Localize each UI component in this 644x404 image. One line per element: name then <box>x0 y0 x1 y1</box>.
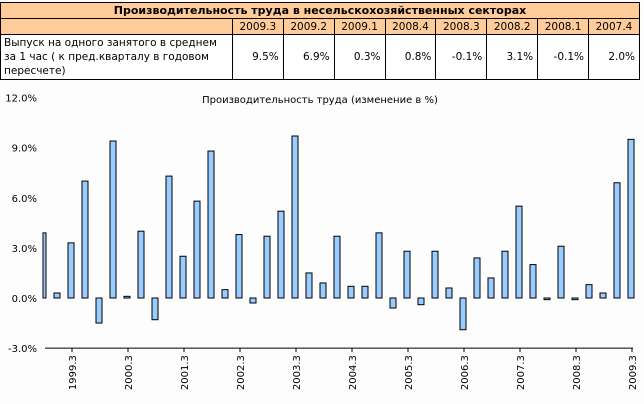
bar-2002.2 <box>221 289 229 299</box>
x-tick-label: 2008.3 <box>572 355 583 390</box>
y-tick-label: 9.0% <box>12 144 37 155</box>
value-cell: 2.0% <box>588 34 640 80</box>
bar-2005.1 <box>375 232 383 299</box>
bar-2008.4 <box>585 284 593 299</box>
x-tick-label: 2001.3 <box>180 355 191 390</box>
x-tick-label: 2004.3 <box>348 355 359 390</box>
bar-2000.2 <box>109 140 117 299</box>
y-axis-labels: -3.0% 0.0% 3.0% 6.0% 9.0% 12.0% <box>5 94 37 356</box>
bar-2004.3 <box>347 285 355 299</box>
bar-2007.2 <box>501 250 509 299</box>
bar-1999.1 <box>42 232 47 299</box>
value-cell: 0.3% <box>333 34 386 80</box>
bar-2009.3 <box>627 138 635 299</box>
bar-2007.4 <box>529 264 537 299</box>
bar-2000.1 <box>95 297 103 324</box>
bar-2006.2 <box>445 287 453 299</box>
value-cell: 9.5% <box>231 34 284 80</box>
period-header: 2009.1 <box>333 18 386 35</box>
y-tick-label: 0.0% <box>12 294 37 305</box>
bar-2000.3 <box>123 295 131 299</box>
bar-2009.1 <box>599 292 607 299</box>
y-tick-label: -3.0% <box>8 344 37 355</box>
bar-2003.4 <box>305 272 313 299</box>
period-header: 2008.1 <box>537 18 590 35</box>
value-cell: 6.9% <box>282 34 335 80</box>
header-blank-cell <box>0 18 233 35</box>
x-tick-label: 2006.3 <box>460 355 471 390</box>
productivity-bar-chart: Производительность труда (изменение в %)… <box>5 94 639 391</box>
period-header: 2009.2 <box>282 18 335 35</box>
bar-2008.3 <box>571 297 579 301</box>
bar-2008.1 <box>543 297 551 301</box>
bar-2003.1 <box>263 235 271 299</box>
value-cell: 3.1% <box>486 34 539 80</box>
y-tick-label: 3.0% <box>12 244 37 255</box>
x-tick-label: 2000.3 <box>124 355 135 390</box>
bar-2009.2 <box>613 182 621 299</box>
row-label: Выпуск на одного занятого в среднем за 1… <box>0 34 233 80</box>
bar-2006.3 <box>459 297 467 331</box>
table-title: Производительность труда в несельскохозя… <box>0 2 640 19</box>
bar-2007.1 <box>487 277 495 299</box>
x-axis-ticks: 1999.3 2000.3 2001.3 2002.3 2003.3 2004.3 2005… <box>68 348 639 390</box>
bar-2008.2 <box>557 245 565 299</box>
chart-title: Производительность труда (изменение в %) <box>202 95 438 106</box>
period-header: 2008.4 <box>384 18 437 35</box>
x-tick-label: 2003.3 <box>292 355 303 390</box>
bar-2001.4 <box>193 200 201 299</box>
bar-2005.2 <box>389 297 397 309</box>
bar-2007.3 <box>515 205 523 299</box>
bar-2004.1 <box>319 282 327 299</box>
bar-2002.4 <box>249 297 257 304</box>
bar-2003.2 <box>277 210 285 299</box>
bar-2004.2 <box>333 235 341 299</box>
productivity-table: Производительность труда в несельскохозя… <box>0 2 640 80</box>
bar-2005.3 <box>403 250 411 299</box>
bars <box>42 135 635 331</box>
bar-2004.4 <box>361 285 369 299</box>
value-cell: -0.1% <box>537 34 590 80</box>
y-tick-label: 6.0% <box>12 194 37 205</box>
x-tick-label: 2007.3 <box>516 355 527 390</box>
x-tick-label: 2002.3 <box>236 355 247 390</box>
period-header-row: 2009.3 2009.2 2009.1 2008.4 2008.3 2008.… <box>0 18 640 35</box>
x-tick-label: 1999.3 <box>68 355 79 390</box>
bar-1999.2 <box>53 292 61 299</box>
period-header: 2007.4 <box>588 18 640 35</box>
bar-1999.3 <box>67 242 75 299</box>
value-cell: 0.8% <box>384 34 437 80</box>
bar-2003.3 <box>291 135 299 299</box>
bar-2001.3 <box>179 255 187 299</box>
x-tick-label: 2009.3 <box>628 355 639 390</box>
bar-2006.1 <box>431 250 439 299</box>
bar-2001.1 <box>151 297 159 321</box>
bar-2002.1 <box>207 150 215 299</box>
period-header: 2008.3 <box>435 18 488 35</box>
x-tick-label: 2005.3 <box>404 355 415 390</box>
bar-1999.4 <box>81 180 89 299</box>
bar-2006.4 <box>473 257 481 299</box>
bar-2005.4 <box>417 297 425 306</box>
table-row: Выпуск на одного занятого в среднем за 1… <box>0 34 640 80</box>
value-cell: -0.1% <box>435 34 488 80</box>
period-header: 2008.2 <box>486 18 539 35</box>
bar-2002.3 <box>235 234 243 299</box>
bar-2000.4 <box>137 230 145 299</box>
y-tick-label: 12.0% <box>5 94 37 105</box>
bar-2001.2 <box>165 175 173 299</box>
period-header: 2009.3 <box>231 18 284 35</box>
